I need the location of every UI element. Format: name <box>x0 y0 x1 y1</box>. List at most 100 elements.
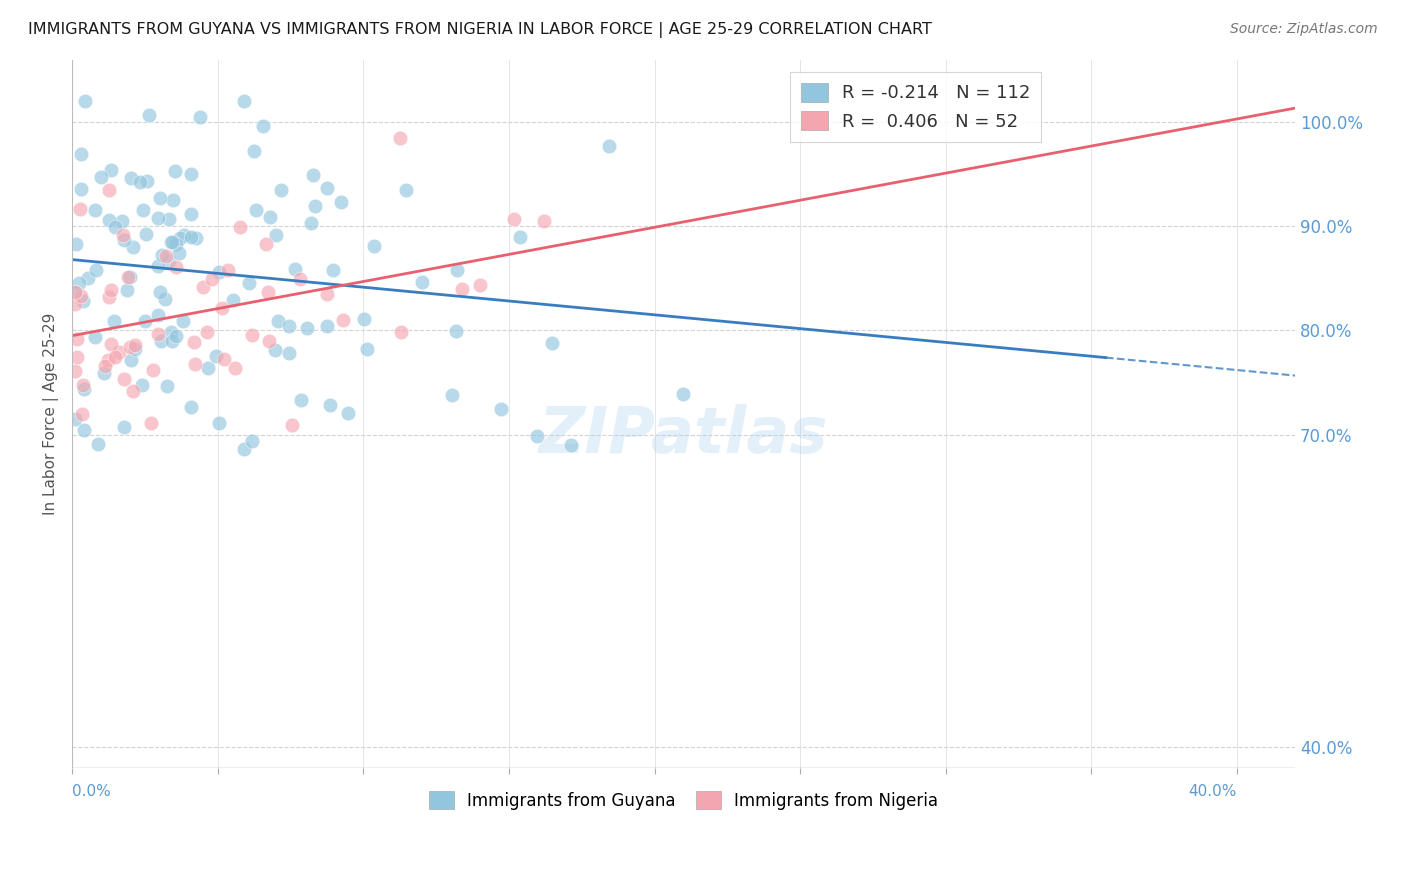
Point <box>470 278 492 293</box>
Point <box>135 227 157 241</box>
Point <box>163 164 186 178</box>
Point <box>211 301 233 315</box>
Point <box>157 211 180 226</box>
Point <box>232 442 254 456</box>
Point <box>98 183 121 197</box>
Point <box>121 240 143 254</box>
Point <box>70 146 93 161</box>
Point <box>263 343 285 358</box>
Point <box>526 429 548 443</box>
Text: ZIPatlas: ZIPatlas <box>538 404 828 466</box>
Text: Source: ZipAtlas.com: Source: ZipAtlas.com <box>1230 22 1378 37</box>
Point <box>132 202 155 217</box>
Point <box>533 214 555 228</box>
Point <box>93 366 115 380</box>
Point <box>150 334 173 348</box>
Point <box>65 411 87 425</box>
Point <box>411 276 433 290</box>
Point <box>73 382 96 396</box>
Point <box>257 285 280 300</box>
Point <box>134 314 156 328</box>
Point <box>103 314 125 328</box>
Point <box>65 285 87 299</box>
Point <box>66 350 89 364</box>
Point <box>264 227 287 242</box>
Point <box>141 417 163 431</box>
Point <box>446 262 468 277</box>
Point <box>509 230 531 244</box>
Y-axis label: In Labor Force | Age 25-29: In Labor Force | Age 25-29 <box>44 312 59 515</box>
Point <box>288 271 311 285</box>
Point <box>295 321 318 335</box>
Point <box>115 283 138 297</box>
Point <box>84 263 107 277</box>
Point <box>299 216 322 230</box>
Point <box>112 419 135 434</box>
Point <box>184 231 207 245</box>
Point <box>389 326 412 340</box>
Point <box>124 338 146 352</box>
Point <box>489 402 512 417</box>
Point <box>69 202 91 216</box>
Point <box>72 294 94 309</box>
Point <box>672 387 695 401</box>
Point <box>243 144 266 158</box>
Text: IMMIGRANTS FROM GUYANA VS IMMIGRANTS FROM NIGERIA IN LABOR FORCE | AGE 25-29 COR: IMMIGRANTS FROM GUYANA VS IMMIGRANTS FRO… <box>28 22 932 38</box>
Point <box>97 352 120 367</box>
Point <box>146 211 169 225</box>
Point <box>560 437 582 451</box>
Point <box>93 359 115 373</box>
Point <box>153 292 176 306</box>
Point <box>184 358 207 372</box>
Point <box>83 203 105 218</box>
Point <box>208 416 231 430</box>
Point <box>100 162 122 177</box>
Point <box>322 263 344 277</box>
Point <box>155 249 177 263</box>
Point <box>98 290 121 304</box>
Point <box>254 237 277 252</box>
Text: 0.0%: 0.0% <box>72 783 111 798</box>
Point <box>259 210 281 224</box>
Point <box>70 182 93 196</box>
Point <box>72 378 94 392</box>
Point <box>165 237 187 252</box>
Point <box>118 269 141 284</box>
Point <box>197 361 219 376</box>
Point <box>73 423 96 437</box>
Point <box>160 334 183 348</box>
Point <box>73 95 96 109</box>
Point <box>245 202 267 217</box>
Point <box>100 284 122 298</box>
Point <box>238 276 260 290</box>
Point <box>353 312 375 326</box>
Point <box>240 327 263 342</box>
Point <box>212 352 235 367</box>
Point <box>183 335 205 350</box>
Point <box>156 379 179 393</box>
Point <box>120 340 142 354</box>
Point <box>304 199 326 213</box>
Point <box>111 214 134 228</box>
Point <box>356 343 378 357</box>
Point <box>122 384 145 398</box>
Point <box>598 138 620 153</box>
Point <box>138 108 160 122</box>
Text: 40.0%: 40.0% <box>1188 783 1237 798</box>
Point <box>446 324 468 338</box>
Point <box>65 297 87 311</box>
Point <box>117 270 139 285</box>
Point <box>541 336 564 351</box>
Point <box>233 95 256 109</box>
Point <box>160 235 183 250</box>
Point <box>316 319 339 334</box>
Point <box>146 260 169 274</box>
Point <box>149 285 172 300</box>
Point <box>222 293 245 307</box>
Point <box>112 371 135 385</box>
Point <box>224 361 246 376</box>
Point <box>451 282 474 296</box>
Point <box>165 328 187 343</box>
Point <box>270 182 292 196</box>
Point <box>107 345 129 359</box>
